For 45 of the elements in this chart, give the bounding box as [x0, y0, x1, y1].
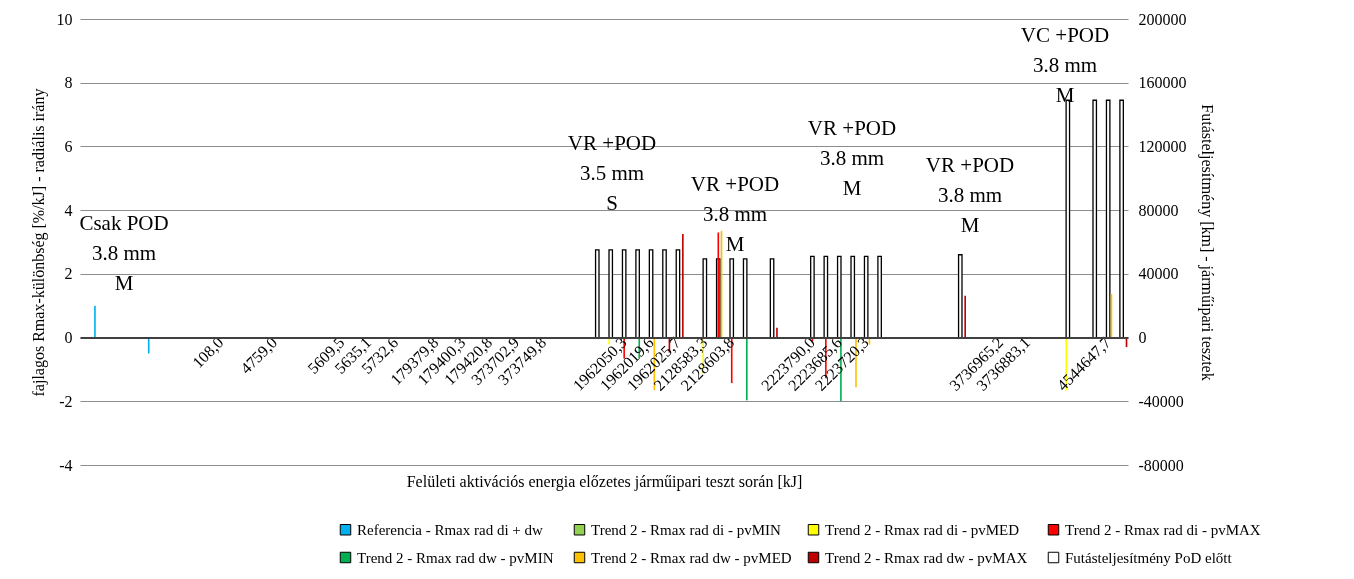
- legend-label: Trend 2 - Rmax rad di - pvMED: [825, 521, 1020, 538]
- y-tick-label: 2: [64, 265, 73, 283]
- bar: [621, 249, 627, 339]
- legend-label: Trend 2 - Rmax rad dw - pvMED: [591, 549, 792, 566]
- legend-label: Referencia - Rmax rad di + dw: [357, 521, 544, 538]
- bar: [742, 258, 748, 339]
- annotation: VR +POD 3.8 mm M: [925, 153, 1015, 237]
- bar: [1119, 99, 1124, 339]
- legend-label: Trend 2 - Rmax rad di - pvMIN: [591, 521, 782, 538]
- legend-label: Trend 2 - Rmax rad dw - pvMAX: [825, 549, 1028, 566]
- y2-tick-label: 160000: [1138, 74, 1187, 92]
- y2-tick-label: -80000: [1138, 456, 1184, 474]
- bar: [823, 255, 829, 339]
- y2-tick-label: -40000: [1138, 392, 1184, 410]
- y-tick-label: 0: [64, 329, 73, 347]
- y2-tick-label: 120000: [1138, 137, 1187, 155]
- legend-label: Futásteljesítmény PoD előtt: [1065, 549, 1233, 566]
- legend-label: Trend 2 - Rmax rad dw - pvMIN: [357, 549, 554, 566]
- x-axis-title: Felületi aktivációs energia előzetes járműipari teszt során [kJ]: [406, 472, 803, 491]
- y2-axis-title: Futásteljesítmény [km] - járműipari tesztek: [1197, 104, 1216, 381]
- y-tick-label: 4: [64, 201, 73, 219]
- y-tick-label: -4: [59, 456, 73, 474]
- annotation: VR +POD 3.8 mm M: [807, 116, 897, 200]
- y2-tick-label: 0: [1138, 329, 1147, 347]
- annotation: VC +POD 3.8 mm M: [1020, 23, 1110, 107]
- bar: [594, 249, 600, 339]
- y-tick-label: 10: [56, 10, 73, 28]
- y-tick-label: 8: [64, 74, 73, 92]
- y2-tick-label: 40000: [1138, 265, 1179, 283]
- bar: [702, 258, 708, 339]
- legend-label: Trend 2 - Rmax rad di - pvMAX: [1065, 521, 1261, 538]
- bar: [836, 255, 842, 339]
- bar: [957, 254, 963, 339]
- y2-tick-label: 80000: [1138, 201, 1179, 219]
- bar: [877, 255, 882, 339]
- annotation: VR +POD 3.8 mm M: [690, 172, 780, 256]
- y2-tick-label: 200000: [1138, 10, 1187, 28]
- y-tick-label: -2: [59, 392, 73, 410]
- annotation: VR +POD 3.5 mm S: [567, 131, 657, 215]
- y-axis-title: fajlagos Rmax-különbség [%/kJ] - radiális irány: [29, 88, 48, 397]
- y-tick-label: 6: [64, 137, 73, 155]
- bar: [863, 255, 869, 339]
- bar: [608, 249, 614, 339]
- annotation: Csak POD 3.8 mm M: [79, 211, 169, 295]
- bar: [850, 255, 856, 339]
